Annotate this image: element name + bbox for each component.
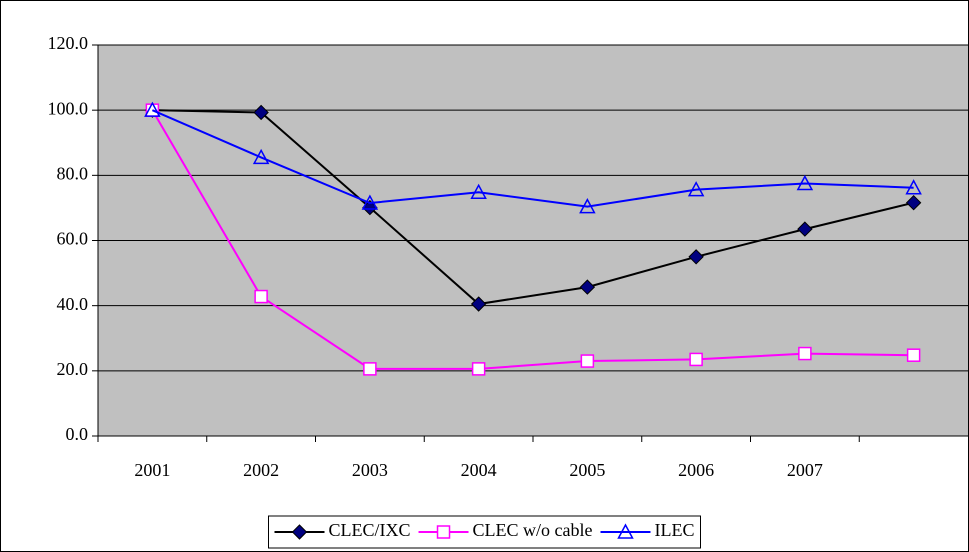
marker	[796, 174, 814, 191]
x-tick-label: 2006	[678, 460, 714, 480]
marker	[252, 148, 270, 165]
legend-label: CLEC w/o cable	[473, 520, 593, 540]
y-tick-label: 120.0	[48, 33, 89, 53]
x-tick-label: 2003	[352, 460, 388, 480]
marker	[689, 352, 703, 367]
marker	[797, 221, 813, 237]
x-tick-label: 2001	[134, 460, 170, 480]
y-tick-label: 40.0	[57, 294, 89, 314]
marker	[361, 194, 379, 210]
marker	[905, 179, 922, 195]
marker	[470, 296, 487, 312]
legend-label: CLEC/IXC	[329, 520, 411, 540]
y-tick-label: 60.0	[57, 229, 89, 249]
marker	[436, 525, 451, 539]
marker	[688, 249, 704, 265]
marker	[798, 346, 812, 361]
y-tick-label: 100.0	[48, 98, 89, 118]
marker	[253, 104, 269, 121]
marker	[906, 348, 921, 362]
legend-label: ILEC	[655, 520, 695, 540]
y-tick-label: 0.0	[66, 424, 89, 444]
marker	[579, 279, 596, 295]
series-line	[151, 109, 914, 208]
x-tick-label: 2004	[461, 460, 497, 480]
legend: CLEC/IXC CLEC w/o cable ILEC	[274, 520, 695, 540]
marker	[579, 198, 596, 214]
x-tick-label: 2005	[569, 460, 605, 480]
marker	[471, 362, 486, 376]
x-tick-label: 2002	[243, 460, 279, 480]
series-line	[152, 109, 914, 306]
series-line	[151, 109, 914, 370]
marker	[470, 183, 487, 200]
marker	[363, 362, 377, 376]
marker	[291, 524, 308, 540]
marker	[144, 101, 161, 117]
y-tick-label: 20.0	[57, 359, 89, 379]
marker	[617, 523, 634, 539]
marker	[905, 194, 922, 211]
y-tick-label: 80.0	[57, 163, 89, 183]
marker	[687, 181, 705, 197]
x-tick-label: 2007	[787, 460, 823, 480]
marker	[580, 354, 595, 368]
marker	[254, 289, 268, 304]
